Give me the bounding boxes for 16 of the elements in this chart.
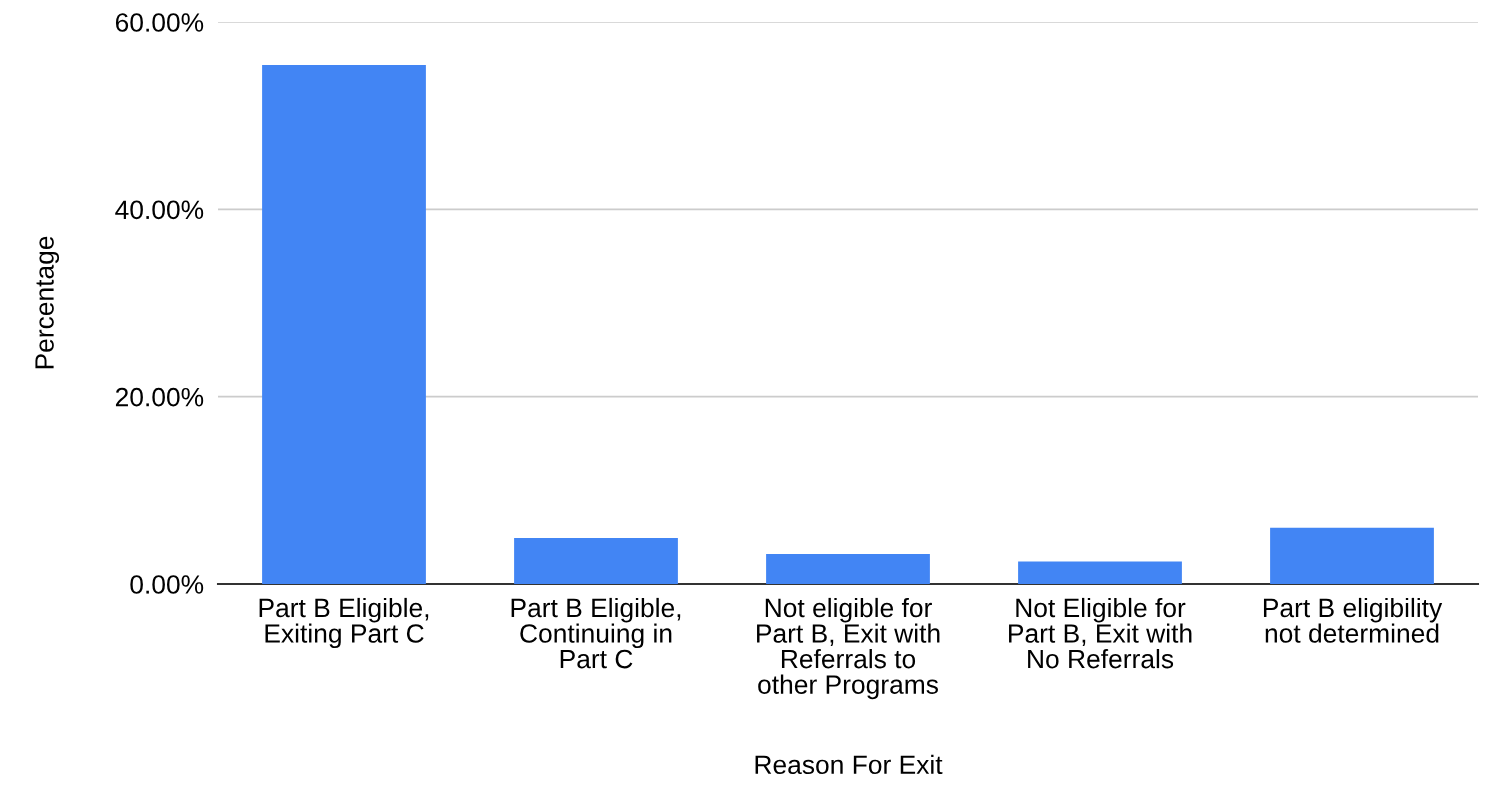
x-tick-label: Part B eligibility not determined bbox=[1263, 597, 1443, 643]
x-tick-label: Part B Eligible, Continuing in Part C bbox=[511, 597, 681, 669]
bar bbox=[262, 65, 426, 584]
y-tick-label: 60.00% bbox=[115, 13, 204, 32]
y-tick-label: 0.00% bbox=[130, 575, 204, 594]
bar bbox=[766, 554, 930, 584]
y-tick-label: 20.00% bbox=[115, 387, 204, 407]
y-axis-title: Percentage bbox=[35, 236, 60, 369]
bar bbox=[514, 538, 678, 584]
x-tick-label: Part B Eligible, Exiting Part C bbox=[259, 597, 429, 649]
y-tick-label: 40.00% bbox=[115, 200, 204, 220]
bar bbox=[1018, 561, 1182, 584]
x-tick-label: Not eligible for Part B, Exit with Referrals to other Programs bbox=[757, 597, 940, 700]
x-axis-title: Reason For Exit bbox=[755, 754, 943, 775]
x-tick-label: Not Eligible for Part B, Exit with No Referrals bbox=[1009, 597, 1192, 669]
bar bbox=[1270, 527, 1434, 584]
